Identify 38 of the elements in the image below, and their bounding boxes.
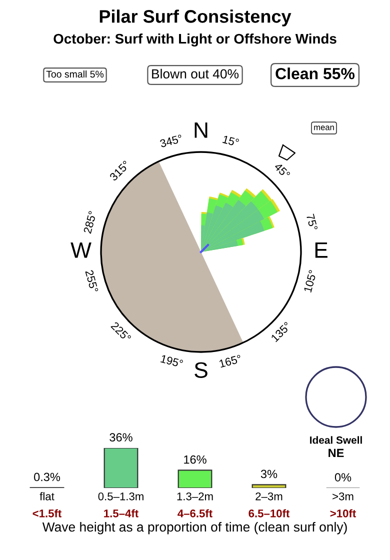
text: 75° <box>306 214 318 231</box>
text: 195° <box>160 354 184 368</box>
text: October: Surf with Light or Offshore Winds <box>54 33 336 47</box>
text: W <box>70 242 92 258</box>
text: <1.5ft <box>32 509 62 518</box>
text: Blown out 40% <box>152 68 239 79</box>
text: Too small 5% <box>46 70 104 78</box>
text: 6.5–10ft <box>248 509 290 518</box>
text: 45° <box>274 162 291 179</box>
data-label: 16% <box>184 455 206 464</box>
x-tick-label: 2–3m <box>256 492 282 500</box>
text: 345° <box>160 134 183 148</box>
text: Pilar Surf Consistency <box>100 10 292 26</box>
text: 4–6.5ft <box>178 509 212 518</box>
x-tick-label: 1.3–2m <box>177 492 213 500</box>
text: 15° <box>222 135 240 147</box>
data-label: 0.3% <box>34 472 60 482</box>
text: mean <box>314 126 334 130</box>
text: Ideal Swell <box>310 436 362 444</box>
text: S <box>194 362 208 378</box>
text: 1.5–4ft <box>104 509 138 518</box>
x-tick-label: >3m <box>332 492 354 500</box>
x-axis-title: Wave height as a proportion of time (clean surf only) <box>42 522 347 534</box>
x-tick-label: 0.5–1.3m <box>98 492 144 500</box>
text: E <box>315 242 328 258</box>
text: >10ft <box>330 509 356 518</box>
text: 225° <box>110 321 132 342</box>
text: 285° <box>83 210 97 234</box>
text: 165° <box>218 354 242 368</box>
text: 105° <box>304 270 317 293</box>
data-label: 36% <box>110 433 132 442</box>
text: N <box>194 122 208 138</box>
x-tick-label: flat <box>40 492 54 500</box>
data-label: 0% <box>334 473 352 482</box>
data-label: 3% <box>260 470 278 478</box>
text: Clean 55% <box>276 68 355 80</box>
text: 255° <box>85 270 98 293</box>
annotation: NE <box>328 448 344 458</box>
